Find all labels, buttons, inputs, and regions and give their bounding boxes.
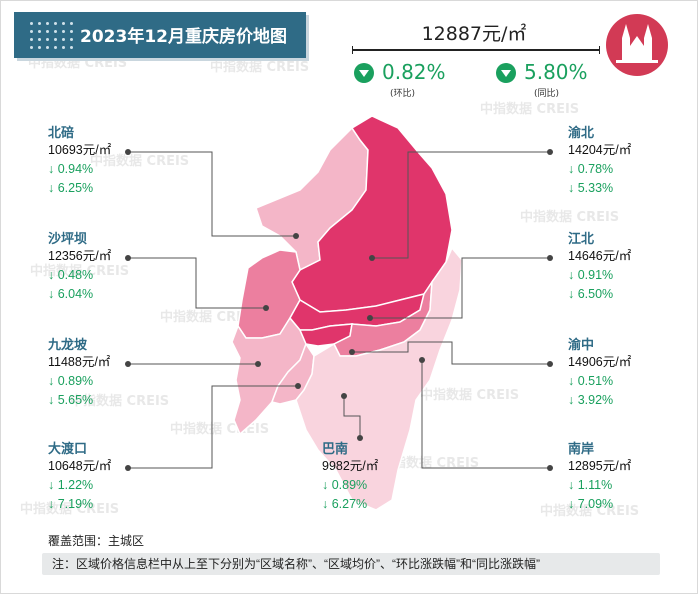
price-underline [352,46,600,54]
district-yubei: 渝北 14204元/㎡ ↓ 0.78% ↓ 5.33% [568,124,678,198]
page-title: 2023年12月重庆房价地图 [80,27,287,47]
district-price: 9982元/㎡ [322,459,379,473]
district-mom: ↓ 0.91% [568,268,614,282]
district-mom: ↓ 1.11% [568,478,613,492]
district-name: 渝中 [568,337,595,352]
district-yuzhong: 渝中 14906元/㎡ ↓ 0.51% ↓ 3.92% [568,336,678,410]
district-yoy: ↓ 5.33% [568,181,614,195]
district-price: 14906元/㎡ [568,355,632,369]
district-price: 14204元/㎡ [568,143,632,157]
district-name: 沙坪坝 [48,231,88,246]
district-beibei: 北碚 10693元/㎡ ↓ 0.94% ↓ 6.25% [48,124,158,198]
overall-mom-label: (环比) [390,89,416,99]
overall-yoy-value: 5.80% [524,60,588,84]
district-price: 12895元/㎡ [568,459,632,473]
district-mom: ↓ 0.89% [48,374,94,388]
dot-grid-icon [30,22,78,50]
down-arrow-icon [354,63,374,83]
district-mom: ↓ 0.78% [568,162,614,176]
district-nanan: 南岸 12895元/㎡ ↓ 1.11% ↓ 7.09% [568,440,678,514]
district-name: 大渡口 [48,441,88,456]
overall-average-price: 12887元/㎡ [421,23,527,45]
district-yoy: ↓ 7.19% [48,497,94,511]
down-arrow-icon [496,63,516,83]
district-banan: 巴南 9982元/㎡ ↓ 0.89% ↓ 6.27% [322,440,432,514]
district-yoy: ↓ 5.65% [48,393,94,407]
district-price: 11488元/㎡ [48,355,111,369]
coverage-scope: 覆盖范围：主城区 [48,534,145,548]
district-jiulongpo: 九龙坡 11488元/㎡ ↓ 0.89% ↓ 5.65% [48,336,158,410]
footnote: 注：区域价格信息栏中从上至下分别为“区域名称”、“区域均价”、“环比涨跌幅”和“… [42,553,660,575]
district-name: 南岸 [568,441,595,456]
region-banan [295,246,463,511]
district-name: 江北 [568,231,595,246]
district-mom: ↓ 0.48% [48,268,94,282]
chongqing-landmark-logo-icon [606,14,668,76]
landmark-icon [616,24,658,63]
district-price: 12356元/㎡ [48,249,112,263]
title-banner: 2023年12月重庆房价地图 [14,12,306,58]
district-yoy: ↓ 6.25% [48,181,94,195]
district-price: 14646元/㎡ [568,249,632,263]
overall-yoy-label: (同比) [534,89,560,99]
district-mom: ↓ 1.22% [48,478,94,492]
leader-lines [128,151,550,469]
district-mom: ↓ 0.94% [48,162,94,176]
leader-dots [125,149,553,471]
district-price: 10693元/㎡ [48,143,112,157]
district-yoy: ↓ 7.09% [568,497,614,511]
district-name: 渝北 [568,125,595,140]
overall-mom-value: 0.82% [382,60,446,84]
district-yoy: ↓ 6.04% [48,287,94,301]
district-name: 北碚 [48,125,75,140]
district-name: 九龙坡 [48,337,88,352]
district-yoy: ↓ 6.50% [568,287,614,301]
district-name: 巴南 [322,441,349,456]
district-shapingba: 沙坪坝 12356元/㎡ ↓ 0.48% ↓ 6.04% [48,230,158,304]
district-price: 10648元/㎡ [48,459,112,473]
district-jiangbei: 江北 14646元/㎡ ↓ 0.91% ↓ 6.50% [568,230,678,304]
district-yoy: ↓ 3.92% [568,393,614,407]
district-yoy: ↓ 6.27% [322,497,368,511]
district-mom: ↓ 0.51% [568,374,614,388]
district-dadukou: 大渡口 10648元/㎡ ↓ 1.22% ↓ 7.19% [48,440,158,514]
district-mom: ↓ 0.89% [322,478,368,492]
